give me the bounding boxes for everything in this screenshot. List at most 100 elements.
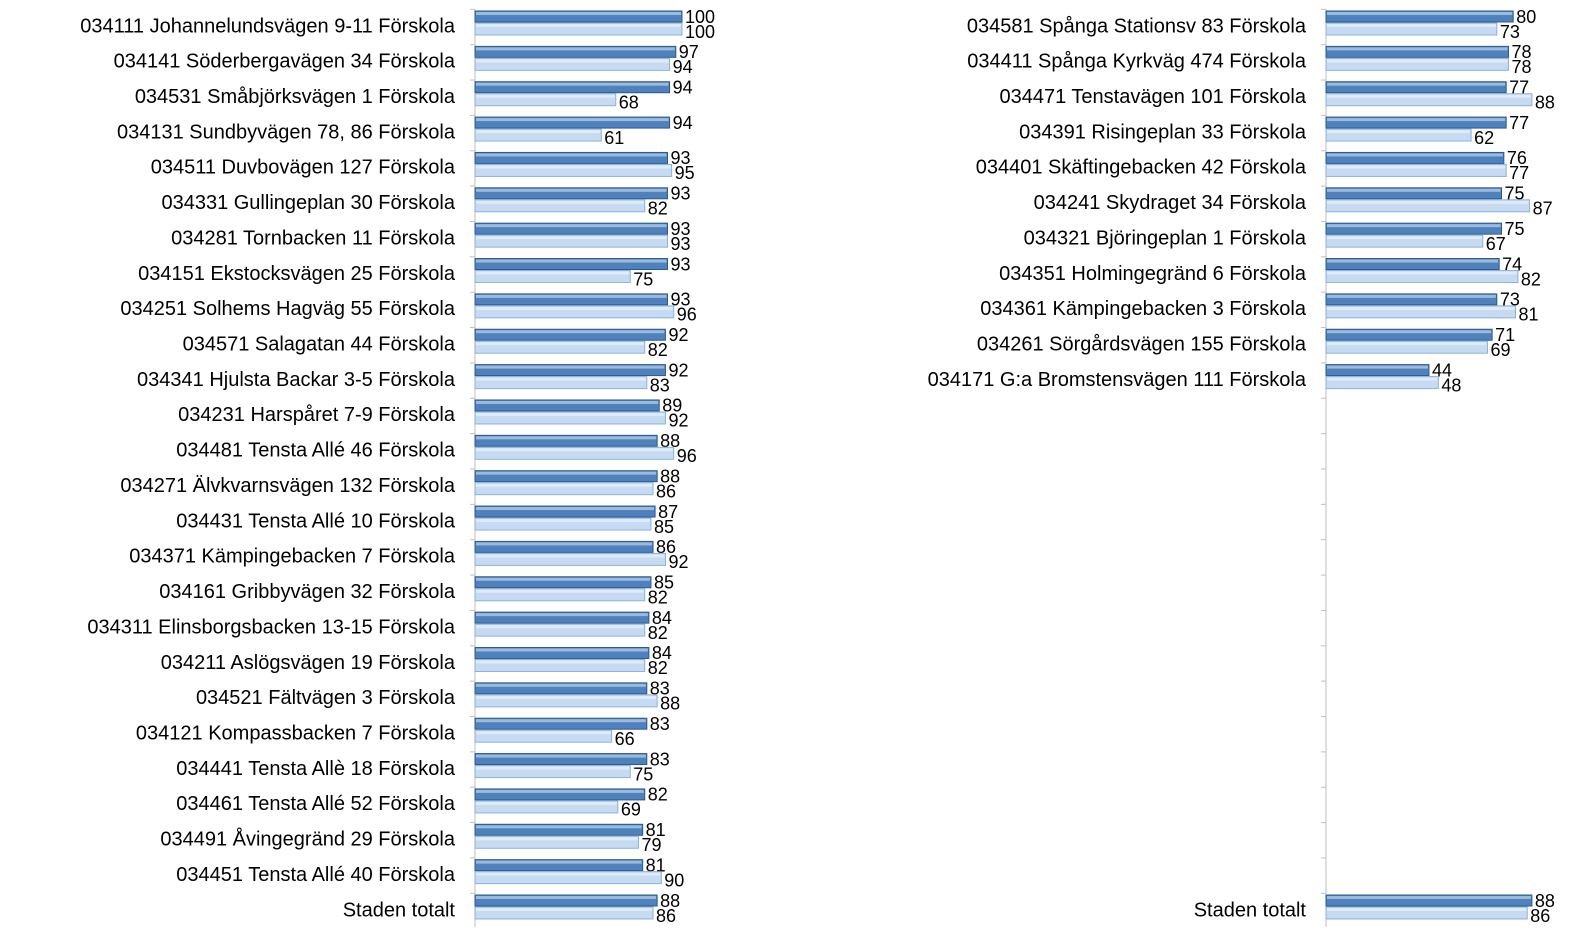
bar (1325, 222, 1502, 235)
bar (474, 623, 646, 637)
bar (474, 446, 675, 460)
value-label: 61 (604, 128, 624, 148)
bar-highlight (476, 400, 659, 404)
bar (474, 376, 648, 390)
bar (474, 694, 658, 708)
value-label: 76 (1507, 148, 1527, 168)
bar (474, 859, 644, 872)
category-label: 034411 Spånga Kyrkväg 474 Förskola (967, 51, 1307, 73)
bar (474, 717, 648, 730)
bar-highlight (1327, 377, 1438, 381)
value-label: 97 (679, 42, 699, 62)
category-label: 034521 Fältvägen 3 Förskola (196, 687, 456, 709)
bar (1325, 116, 1507, 129)
bar-highlight (476, 872, 661, 876)
bar (1325, 305, 1517, 319)
bar-highlight (476, 271, 630, 275)
value-label: 79 (642, 835, 662, 855)
bar (474, 151, 669, 164)
bar-highlight (1327, 188, 1501, 192)
category-label: 034261 Sörgårdsvägen 155 Förskola (977, 334, 1307, 356)
value-label: 88 (1535, 891, 1555, 911)
category-label: 034151 Ekstocksvägen 25 Förskola (138, 263, 456, 285)
value-label: 69 (621, 800, 641, 820)
value-label: 75 (633, 269, 653, 289)
bar (474, 800, 619, 814)
bar (474, 128, 602, 142)
bar-highlight (476, 613, 648, 617)
bar (474, 682, 648, 695)
value-label: 88 (660, 466, 680, 486)
bar (1325, 328, 1493, 341)
bar (474, 788, 646, 801)
value-label: 93 (671, 254, 691, 274)
category-label: 034271 Älvkvarnsvägen 132 Förskola (120, 475, 456, 497)
value-label: 78 (1512, 42, 1532, 62)
value-label: 93 (671, 148, 691, 168)
bar-highlight (476, 130, 601, 134)
value-label: 93 (671, 184, 691, 204)
category-label: 034331 Gullingeplan 30 Förskola (161, 192, 455, 214)
bar (474, 894, 658, 907)
bar (1325, 10, 1514, 23)
bar (474, 611, 650, 624)
bar-highlight (476, 860, 642, 864)
value-label: 77 (1509, 113, 1529, 133)
category-label: Staden totalt (1194, 899, 1307, 921)
bar (474, 22, 683, 36)
bar (1325, 270, 1519, 284)
value-label: 73 (1500, 290, 1520, 310)
bar (474, 399, 660, 412)
bar-highlight (1327, 24, 1496, 27)
value-label: 88 (660, 694, 680, 714)
bar-highlight (476, 94, 615, 98)
category-label: 034111 Johannelundsvägen 9-11 Förskola (80, 15, 456, 37)
value-label: 81 (1519, 305, 1539, 325)
bar-highlight (476, 648, 648, 652)
bar (474, 305, 675, 319)
value-label: 71 (1495, 325, 1515, 345)
bar (474, 340, 646, 354)
bar (1325, 376, 1439, 390)
bar (474, 823, 644, 836)
value-label: 85 (654, 573, 674, 593)
bar-highlight (1327, 59, 1508, 63)
value-label: 44 (1432, 360, 1452, 380)
value-label: 68 (619, 92, 639, 112)
bar-highlight (476, 165, 671, 169)
bar-highlight (1327, 153, 1503, 157)
bar (474, 552, 666, 566)
bar-highlight (476, 200, 644, 204)
category-label: Staden totalt (343, 899, 456, 921)
bar (474, 646, 650, 659)
bar (474, 222, 669, 235)
bar-highlight (476, 731, 611, 735)
bar-highlight (1327, 342, 1487, 346)
bar-highlight (476, 837, 638, 841)
bar (1325, 364, 1430, 377)
bar (1325, 93, 1533, 107)
value-label: 93 (671, 290, 691, 310)
bar-highlight (1327, 94, 1531, 98)
category-label: 034431 Tensta Allé 10 Förskola (176, 510, 456, 532)
value-label: 88 (660, 891, 680, 911)
bar-highlight (476, 153, 667, 157)
bar (474, 835, 640, 849)
value-label: 83 (650, 679, 670, 699)
bar-highlight (1327, 47, 1508, 51)
value-label: 95 (675, 163, 695, 183)
bar (474, 470, 658, 483)
category-label: 034441 Tensta Allè 18 Förskola (176, 758, 456, 780)
value-label: 75 (1505, 184, 1525, 204)
bar-highlight (476, 683, 646, 687)
bar (1325, 199, 1531, 213)
bar (474, 116, 671, 129)
bar-highlight (476, 436, 657, 440)
bar-highlight (476, 507, 655, 511)
category-label: 034361 Kämpingebacken 3 Förskola (980, 298, 1307, 320)
bar-highlight (476, 695, 657, 699)
bar-highlight (476, 294, 667, 298)
bar-highlight (1327, 365, 1428, 369)
bar (1325, 187, 1502, 200)
bar-highlight (476, 896, 657, 899)
